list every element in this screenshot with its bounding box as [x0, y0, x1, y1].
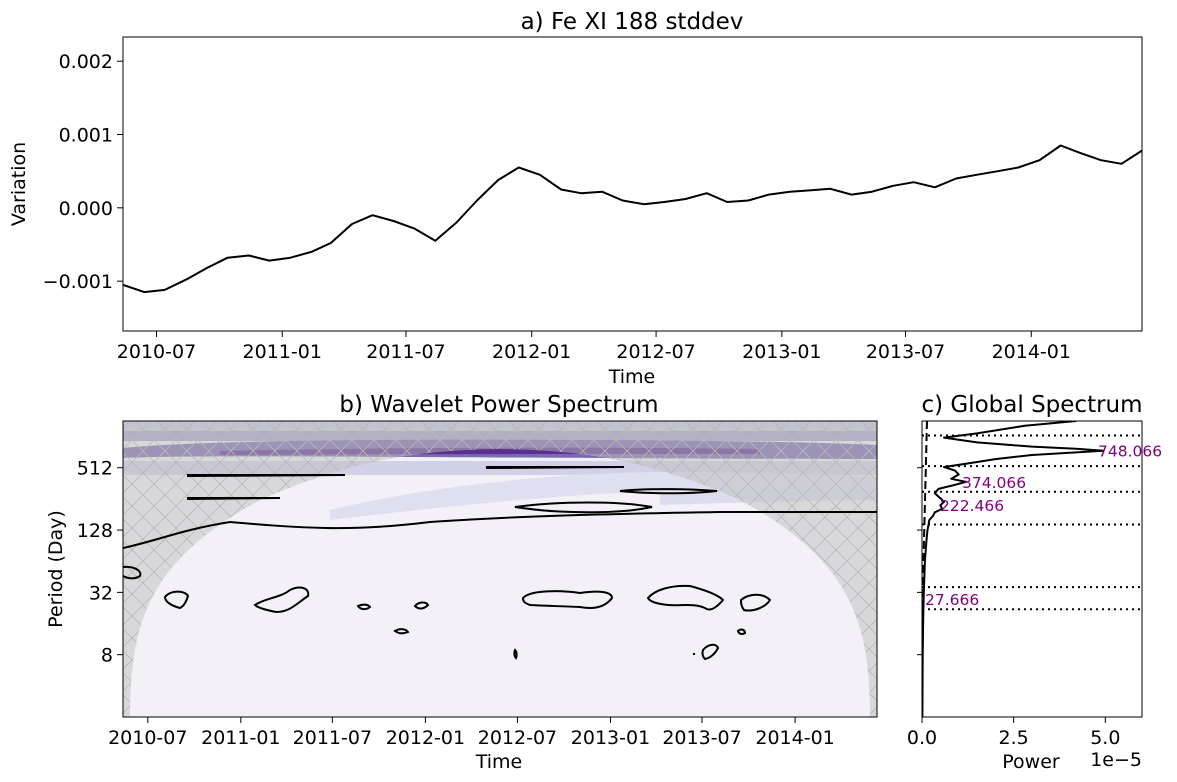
y-tick-label: −0.001 — [43, 271, 113, 293]
x-tick-label: 2014-01 — [755, 727, 834, 749]
x-tick-label: 2.5 — [999, 727, 1029, 749]
x-tick-label: 2011-07 — [293, 727, 372, 749]
panel-c: c) Global Spectrum 748.066 374.066 222.466… — [907, 392, 1162, 773]
x-tick-label: 2012-01 — [386, 727, 465, 749]
wavelet-image — [123, 421, 877, 717]
significance-contours — [123, 466, 877, 661]
panel-a-xlabel: Time — [608, 366, 656, 388]
panel-b: b) Wavelet Power Spectrum — [45, 392, 878, 773]
panel-a-x-ticks: 2010-07 2011-01 2011-07 2012-01 2012-07 2013-… — [117, 331, 1071, 363]
panel-a-ylabel: Variation — [8, 142, 30, 226]
x-tick-label: 2012-01 — [492, 341, 571, 363]
panel-c-title: c) Global Spectrum — [921, 392, 1142, 418]
x-tick-label: 2014-01 — [992, 341, 1071, 363]
panel-a-title: a) Fe XI 188 stddev — [521, 9, 744, 35]
panel-b-xlabel: Time — [475, 751, 523, 773]
x-tick-label: 2013-07 — [866, 341, 945, 363]
peak-labels: 748.066 374.066 222.466 27.666 — [925, 443, 1162, 609]
x-tick-label: 2011-07 — [366, 341, 445, 363]
x-tick-label: 2013-01 — [742, 341, 821, 363]
significance-dashed-line — [922, 421, 928, 717]
global-spectrum-line — [922, 421, 1105, 717]
panel-c-xlabel: Power — [1002, 751, 1060, 773]
y-tick-label: 512 — [77, 458, 113, 480]
peak-label: 27.666 — [925, 591, 979, 609]
panel-c-offset-text: 1e−5 — [1090, 749, 1142, 771]
y-tick-label: 8 — [101, 645, 113, 667]
y-tick-label: 0.002 — [59, 51, 113, 73]
panel-a-y-ticks: 0.002 0.001 0.000 −0.001 — [43, 51, 123, 293]
y-tick-label: 32 — [89, 582, 113, 604]
panel-a-series — [123, 144, 1142, 294]
panel-c-frame — [921, 420, 1143, 718]
panel-c-y-ticks — [917, 467, 922, 656]
cone-hatch — [123, 421, 877, 717]
peak-label: 374.066 — [962, 474, 1026, 492]
panel-b-title: b) Wavelet Power Spectrum — [339, 392, 658, 418]
peak-dotted-lines — [922, 434, 1142, 611]
panel-a: a) Fe XI 188 stddev 2010-07 2011-01 2011-0… — [8, 9, 1143, 388]
x-tick-label: 0.0 — [907, 727, 937, 749]
x-tick-label: 2011-01 — [243, 341, 322, 363]
y-tick-label: 0.001 — [59, 125, 113, 147]
x-tick-label: 2010-07 — [108, 727, 187, 749]
panel-b-ylabel: Period (Day) — [45, 510, 67, 628]
x-tick-label: 2011-01 — [201, 727, 280, 749]
y-tick-label: 0.000 — [59, 198, 113, 220]
x-tick-label: 2013-01 — [571, 727, 650, 749]
y-tick-label: 128 — [77, 520, 113, 542]
panel-a-frame — [122, 36, 1143, 332]
panel-b-y-ticks: 512 128 32 8 — [77, 458, 123, 667]
x-tick-label: 2010-07 — [117, 341, 196, 363]
peak-label: 222.466 — [940, 497, 1004, 515]
variation-line — [123, 144, 1142, 294]
x-tick-label: 2013-07 — [662, 727, 741, 749]
panel-c-series — [922, 421, 1105, 717]
panel-b-frame — [122, 420, 878, 718]
panel-b-x-ticks: 2010-07 2011-01 2011-07 2012-01 2012-07 2013-… — [108, 717, 835, 749]
x-tick-label: 2012-07 — [616, 341, 695, 363]
x-tick-label: 2012-07 — [478, 727, 557, 749]
x-tick-label: 5.0 — [1090, 727, 1120, 749]
peak-label: 748.066 — [1098, 443, 1162, 461]
panel-c-x-ticks: 0.0 2.5 5.0 — [907, 717, 1120, 749]
